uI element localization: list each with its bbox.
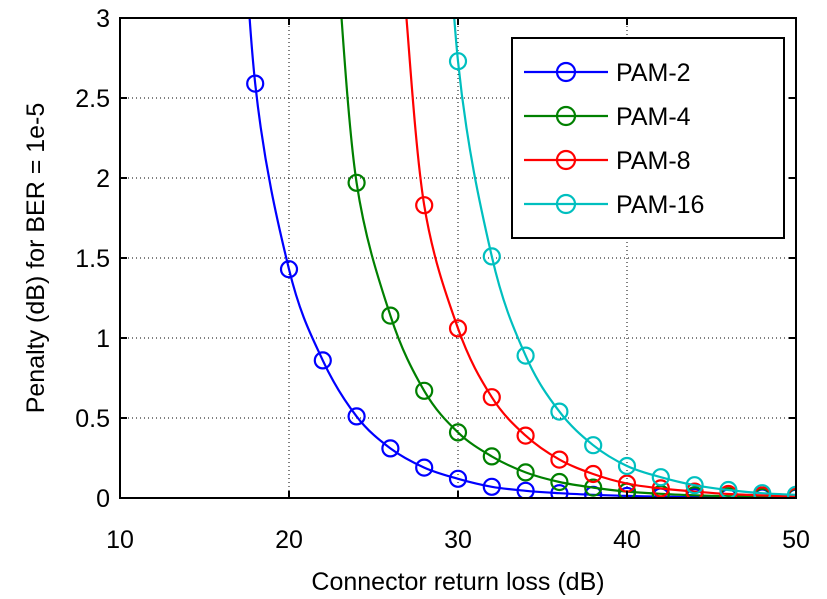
data-point-marker bbox=[516, 463, 535, 482]
legend: PAM-2 PAM-4 PAM-8 PAM-16 bbox=[511, 37, 785, 239]
data-point-marker bbox=[482, 388, 501, 407]
y-tick-label: 0 bbox=[96, 485, 110, 513]
axis-ticks: 10 20 30 40 50 0 0.5 1 1.5 2 2.5 3 bbox=[75, 5, 810, 554]
data-point-marker bbox=[753, 484, 772, 498]
series-line bbox=[340, 18, 796, 498]
data-point-marker bbox=[415, 458, 434, 477]
legend-item: PAM-2 bbox=[524, 59, 691, 87]
data-point-marker bbox=[550, 450, 569, 469]
x-tick-label: 30 bbox=[444, 526, 472, 554]
series-line bbox=[248, 18, 796, 498]
series-line bbox=[405, 18, 796, 498]
data-point-marker bbox=[516, 426, 535, 445]
y-tick-label: 2 bbox=[96, 165, 110, 193]
x-tick-label: 40 bbox=[613, 526, 641, 554]
data-point-marker bbox=[381, 439, 400, 458]
data-point-marker bbox=[550, 402, 569, 421]
data-point-marker bbox=[482, 447, 501, 466]
data-point-marker bbox=[584, 436, 603, 455]
data-point-marker bbox=[347, 173, 366, 192]
data-point-marker bbox=[482, 247, 501, 266]
x-tick-label: 50 bbox=[782, 526, 810, 554]
data-point-marker bbox=[415, 381, 434, 400]
y-tick-label: 0.5 bbox=[75, 405, 110, 433]
legend-item: PAM-16 bbox=[524, 191, 704, 219]
series-pam-16 bbox=[448, 18, 796, 498]
legend-marker bbox=[555, 149, 577, 171]
data-point-marker bbox=[651, 479, 670, 498]
data-point-marker bbox=[584, 464, 603, 484]
data-point-marker bbox=[550, 484, 569, 498]
x-tick-label: 10 bbox=[106, 526, 134, 554]
legend-marker bbox=[555, 105, 577, 127]
data-point-marker bbox=[617, 456, 637, 476]
legend-label: PAM-16 bbox=[616, 191, 704, 219]
legend-label: PAM-8 bbox=[616, 147, 691, 175]
data-point-marker bbox=[448, 469, 468, 488]
legend-label: PAM-2 bbox=[616, 59, 691, 87]
legend-label: PAM-4 bbox=[616, 103, 691, 131]
y-tick-label: 1.5 bbox=[75, 245, 110, 273]
data-point-marker bbox=[685, 482, 704, 498]
data-point-marker bbox=[313, 351, 332, 370]
data-point-marker bbox=[516, 481, 535, 498]
data-point-marker bbox=[550, 472, 569, 492]
data-point-marker bbox=[347, 407, 366, 426]
data-point-marker bbox=[719, 480, 738, 498]
data-point-marker bbox=[786, 485, 796, 498]
data-point-marker bbox=[415, 196, 434, 215]
x-axis-title: Connector return loss (dB) bbox=[311, 568, 604, 596]
series-line bbox=[453, 18, 796, 496]
data-point-marker bbox=[651, 468, 670, 487]
x-tick-label: 20 bbox=[275, 526, 303, 554]
legend-marker bbox=[555, 193, 577, 215]
data-point-marker bbox=[482, 477, 501, 496]
data-point-marker bbox=[516, 346, 535, 365]
data-point-marker bbox=[584, 478, 603, 497]
y-tick-label: 3 bbox=[96, 5, 110, 33]
legend-item: PAM-4 bbox=[524, 103, 691, 131]
data-point-marker bbox=[381, 306, 400, 325]
y-tick-label: 1 bbox=[96, 325, 110, 353]
legend-item: PAM-8 bbox=[524, 147, 691, 175]
legend-marker bbox=[555, 61, 577, 83]
data-point-marker bbox=[448, 319, 468, 338]
data-point-marker bbox=[448, 52, 468, 71]
data-point-marker bbox=[246, 74, 265, 93]
data-point-marker bbox=[685, 476, 704, 495]
data-point-marker bbox=[279, 260, 299, 279]
data-point-marker bbox=[448, 423, 468, 442]
y-axis-title: Penalty (dB) for BER = 1e-5 bbox=[22, 103, 50, 414]
y-tick-label: 2.5 bbox=[75, 85, 110, 113]
